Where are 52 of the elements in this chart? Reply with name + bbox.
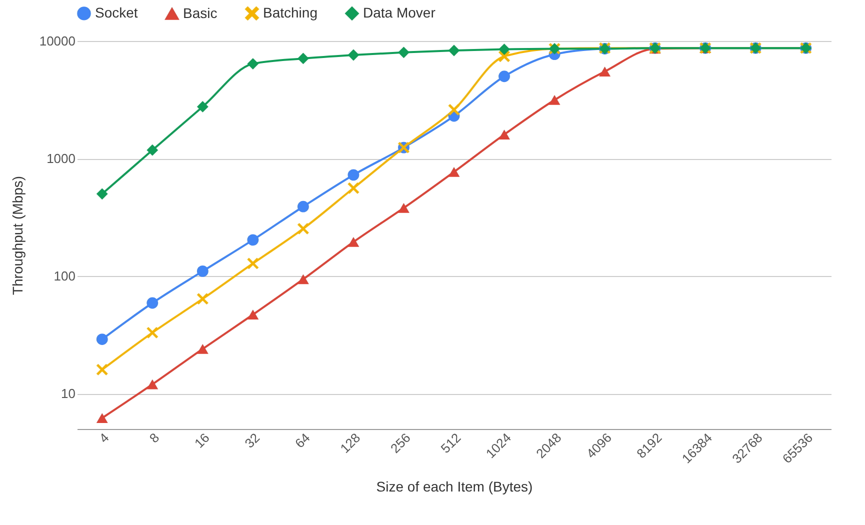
point	[96, 364, 108, 376]
point	[146, 379, 158, 390]
point	[398, 202, 410, 213]
point	[298, 52, 309, 64]
y-tick-label: 10000	[39, 34, 76, 48]
point	[196, 344, 208, 354]
y-tick-label: 100	[54, 268, 76, 284]
point	[548, 95, 560, 105]
legend-label: Socket	[95, 4, 138, 20]
point	[96, 413, 108, 423]
point	[146, 326, 158, 338]
point	[348, 182, 360, 194]
point	[498, 130, 510, 140]
point	[96, 188, 108, 200]
x-tick-label: 512	[438, 430, 464, 456]
y-axis-title: Throughput (Mbps)	[9, 176, 26, 296]
y-tick-label: 1000	[46, 151, 76, 166]
legend-label: Batching	[263, 4, 318, 20]
point	[247, 58, 259, 70]
point	[448, 44, 460, 56]
point	[146, 297, 158, 309]
point	[196, 293, 208, 305]
point	[247, 234, 259, 246]
point	[599, 66, 610, 76]
x-tick-label: 64	[292, 430, 313, 451]
point	[448, 166, 460, 177]
x-tick-label: 4	[96, 430, 112, 446]
point	[196, 266, 208, 277]
x-tick-label: 16	[192, 430, 212, 451]
point	[298, 200, 309, 212]
point	[247, 258, 259, 270]
point	[96, 334, 108, 345]
point	[196, 101, 208, 112]
legend-label: Data Mover	[363, 4, 436, 20]
point	[247, 310, 259, 320]
legend-label: Basic	[183, 4, 218, 21]
point	[398, 46, 410, 58]
x-tick-label: 256	[387, 430, 414, 456]
x-axis-title: Size of each Item (Bytes)	[376, 478, 533, 494]
point	[498, 44, 510, 55]
point	[348, 237, 360, 247]
point	[298, 274, 309, 284]
point	[348, 49, 360, 61]
x-tick-label: 8	[146, 430, 162, 446]
point	[298, 222, 309, 234]
point	[146, 144, 158, 156]
point	[498, 70, 510, 82]
x-tick-label: 128	[337, 430, 364, 456]
point	[348, 169, 360, 181]
point	[498, 50, 510, 62]
x-tick-label: 32	[242, 430, 263, 451]
y-tick-label: 10	[61, 386, 76, 402]
